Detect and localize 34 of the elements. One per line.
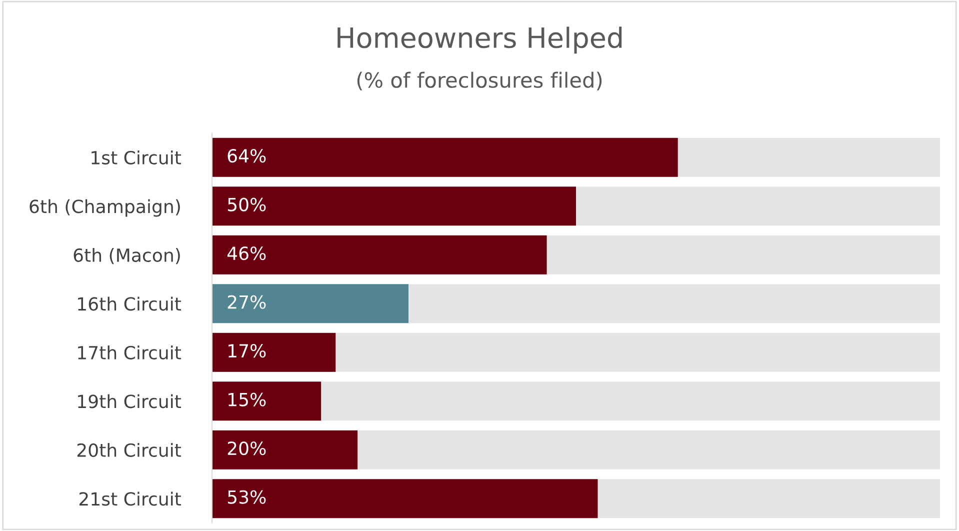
y-tick-label: 1st Circuit <box>92 150 182 164</box>
y-tick-label: 6th (Champaign) <box>30 199 180 217</box>
bar <box>212 186 576 226</box>
data-label: 17% <box>228 344 266 358</box>
bar <box>212 332 336 372</box>
bar <box>321 382 940 421</box>
bar <box>408 284 940 324</box>
chart-subtitle: (% of foreclosures filed) <box>357 72 602 90</box>
data-label: 64% <box>228 148 266 163</box>
bar <box>212 382 322 421</box>
bar <box>212 284 409 324</box>
y-tick-label: 17th Circuit <box>78 346 182 360</box>
bar <box>598 479 940 518</box>
bar <box>212 138 678 177</box>
y-tick-label: 21st Circuit <box>79 492 182 506</box>
data-label: 53% <box>228 490 266 504</box>
data-label: 15% <box>228 392 266 406</box>
bar <box>336 332 940 372</box>
y-tick-label: 19th Circuit <box>78 394 182 408</box>
bar <box>576 186 940 226</box>
data-label: 20% <box>228 441 266 456</box>
bar <box>212 430 358 470</box>
data-label: 46% <box>227 246 266 260</box>
bar <box>358 430 940 470</box>
bar <box>678 138 940 177</box>
chart-title: Homeowners Helped <box>338 26 622 54</box>
bar <box>212 479 598 518</box>
y-tick-label: 6th (Macon) <box>74 248 180 264</box>
bar <box>546 235 940 274</box>
y-tick-label: 16th Circuit <box>78 296 182 311</box>
data-label: 50% <box>228 198 266 212</box>
y-tick-label: 20th Circuit <box>77 443 182 457</box>
data-label: 27% <box>228 295 266 309</box>
bar <box>212 235 547 274</box>
